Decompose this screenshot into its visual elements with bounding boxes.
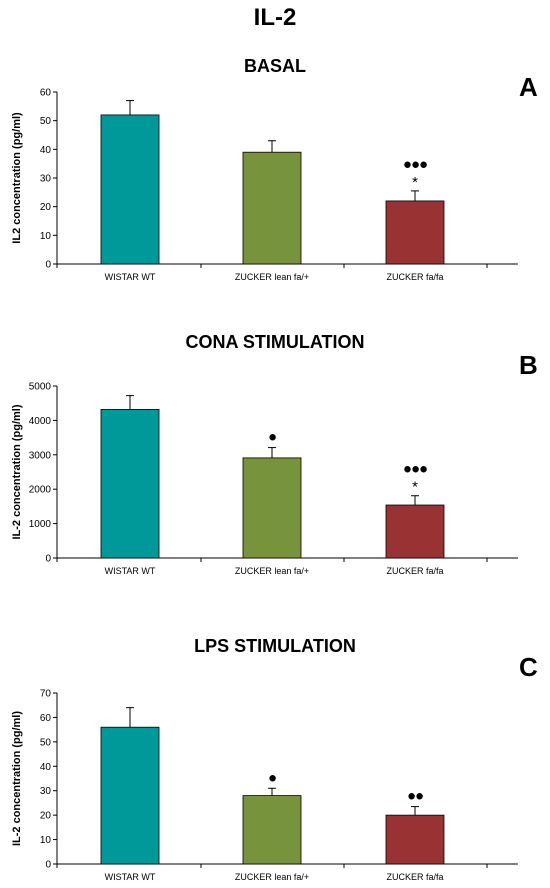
significance-dots: ●● <box>407 788 423 805</box>
bar <box>100 726 160 865</box>
x-tick-label: ZUCKER fa/fa <box>386 272 443 282</box>
bar <box>100 114 160 265</box>
y-tick-label: 1000 <box>29 519 52 530</box>
panel-label-a: A <box>519 72 538 102</box>
y-tick-label: 30 <box>40 786 52 797</box>
chart-title-a: BASAL <box>244 56 306 76</box>
y-axis-label: IL-2 concentration (pg/ml) <box>11 404 23 539</box>
y-tick-label: 0 <box>45 260 51 271</box>
x-tick-label: WISTAR WT <box>105 566 156 576</box>
chart-b: IL-2 concentration (pg/ml) 0 1000 2000 3000 4… <box>11 382 518 576</box>
chart-a: IL2 concentration (pg/ml) 0 10 20 30 40 50 60 WI… <box>11 88 518 282</box>
y-tick-label: 30 <box>40 174 52 185</box>
y-tick-label: 60 <box>40 88 52 99</box>
figure-title: IL-2 <box>253 4 297 31</box>
significance-dots: ● <box>268 769 276 786</box>
chart-c: IL-2 concentration (pg/ml) 0 10 20 30 40 50 60 7… <box>11 689 518 882</box>
significance-dots: ●●● <box>403 156 427 173</box>
x-tick-label: WISTAR WT <box>105 272 156 282</box>
x-tick-label: ZUCKER lean fa/+ <box>235 566 309 576</box>
y-tick-label: 10 <box>40 231 52 242</box>
bar <box>242 151 302 265</box>
y-tick-label: 0 <box>45 860 51 871</box>
panel-label-b: B <box>519 350 538 380</box>
y-axis-label: IL2 concentration (pg/ml) <box>11 112 23 244</box>
x-tick-label: WISTAR WT <box>105 872 156 882</box>
x-tick-label: ZUCKER fa/fa <box>386 566 443 576</box>
significance-star: * <box>412 479 418 496</box>
y-tick-label: 50 <box>40 737 52 748</box>
y-tick-label: 4000 <box>29 416 52 427</box>
y-tick-label: 10 <box>40 835 52 846</box>
y-tick-label: 20 <box>40 202 52 213</box>
y-tick-label: 50 <box>40 116 52 127</box>
y-tick-label: 40 <box>40 145 52 156</box>
bar <box>100 408 160 559</box>
x-tick-label: ZUCKER fa/fa <box>386 872 443 882</box>
y-tick-label: 40 <box>40 762 52 773</box>
significance-star: * <box>412 174 418 191</box>
bar <box>385 814 445 865</box>
y-axis-label: IL-2 concentration (pg/ml) <box>11 711 23 846</box>
y-tick-label: 5000 <box>29 382 52 393</box>
bar <box>385 504 445 559</box>
y-tick-label: 0 <box>45 554 51 565</box>
y-tick-label: 3000 <box>29 450 52 461</box>
bar <box>385 200 445 265</box>
y-tick-label: 2000 <box>29 485 52 496</box>
y-tick-label: 60 <box>40 713 52 724</box>
y-tick-label: 70 <box>40 689 52 700</box>
x-tick-label: ZUCKER lean fa/+ <box>235 272 309 282</box>
x-tick-label: ZUCKER lean fa/+ <box>235 872 309 882</box>
y-tick-label: 20 <box>40 811 52 822</box>
bar <box>242 457 302 559</box>
bar <box>242 795 302 865</box>
chart-title-b: CONA STIMULATION <box>185 332 365 352</box>
significance-dots: ●●● <box>403 461 427 478</box>
chart-title-c: LPS STIMULATION <box>194 636 356 656</box>
panel-label-c: C <box>519 652 538 682</box>
significance-dots: ● <box>268 429 276 446</box>
